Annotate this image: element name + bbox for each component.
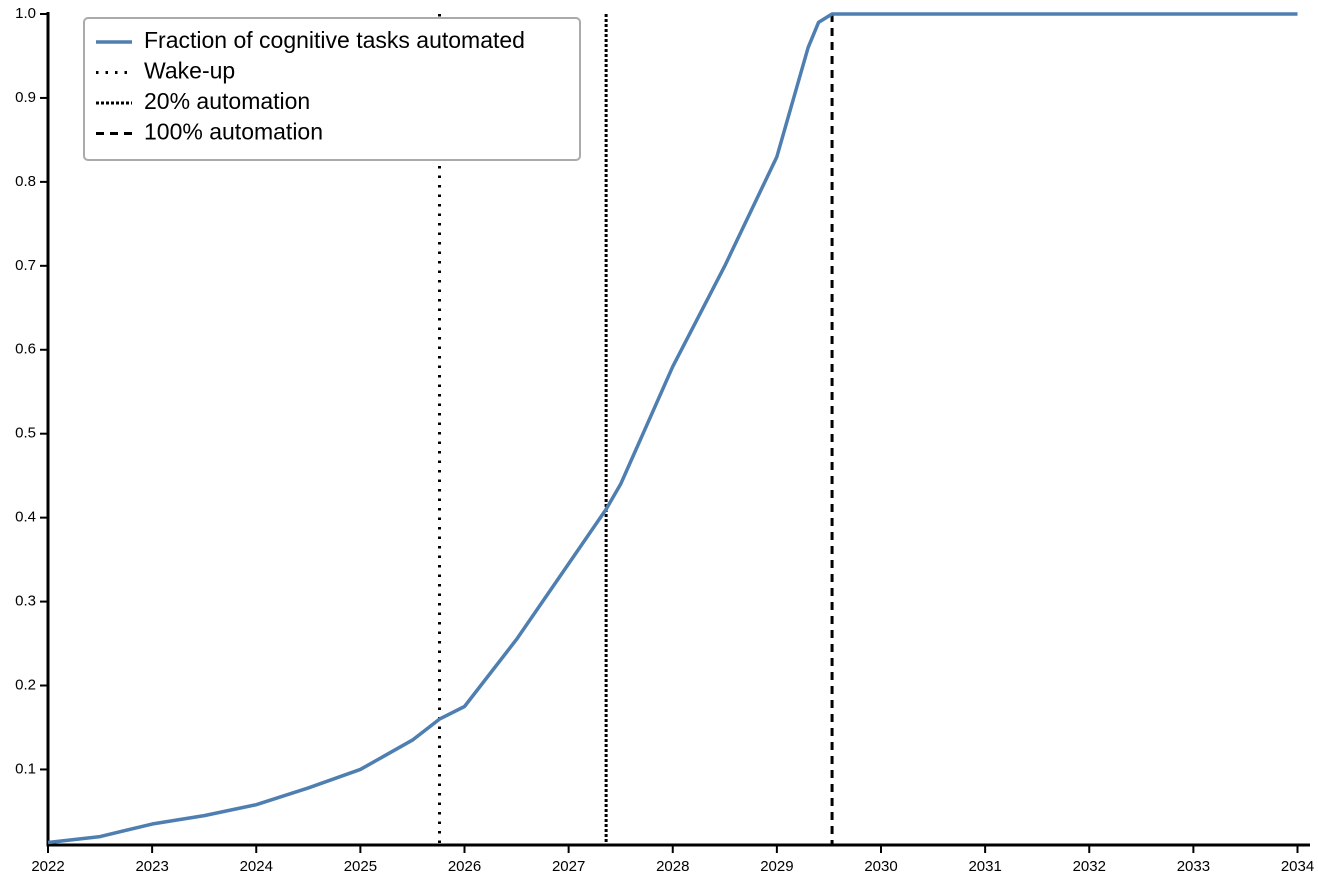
legend: Fraction of cognitive tasks automated Wak…	[83, 17, 581, 161]
y-tick-label: 0.5	[15, 425, 36, 442]
x-tick-label: 2028	[656, 858, 689, 875]
y-tick-label: 0.7	[15, 257, 36, 274]
data-line	[47, 12, 1298, 845]
x-tick-label: 2026	[448, 858, 481, 875]
x-tick-label: 2029	[760, 858, 793, 875]
x-tick-label: 2023	[135, 858, 168, 875]
x-tick-label: 2022	[31, 858, 64, 875]
x-tick-label: 2030	[864, 858, 897, 875]
legend-label: 20% automation	[144, 88, 310, 114]
y-tick-label: 0.3	[15, 593, 36, 610]
x-tick-label: 2025	[344, 858, 377, 875]
legend-label: Wake-up	[144, 58, 235, 84]
legend-label: Fraction of cognitive tasks automated	[144, 27, 525, 53]
y-tick-label: 0.4	[15, 509, 36, 526]
x-tick-label: 2032	[1073, 858, 1106, 875]
legend-label: 100% automation	[144, 119, 323, 145]
y-tick-label: 0.8	[15, 173, 36, 190]
x-tick-label: 2024	[240, 858, 273, 875]
y-tick-label: 0.2	[15, 676, 36, 693]
legend-box	[83, 17, 581, 161]
x-tick-label: 2034	[1281, 858, 1314, 875]
x-tick-label: 2027	[552, 858, 585, 875]
y-tick-label: 0.1	[15, 760, 36, 777]
x-tick-label: 2031	[968, 858, 1001, 875]
y-tick-label: 0.9	[15, 89, 36, 106]
y-tick-label: 0.6	[15, 341, 36, 358]
y-tick-label: 1.0	[15, 5, 36, 22]
x-tick-label: 2033	[1177, 858, 1210, 875]
